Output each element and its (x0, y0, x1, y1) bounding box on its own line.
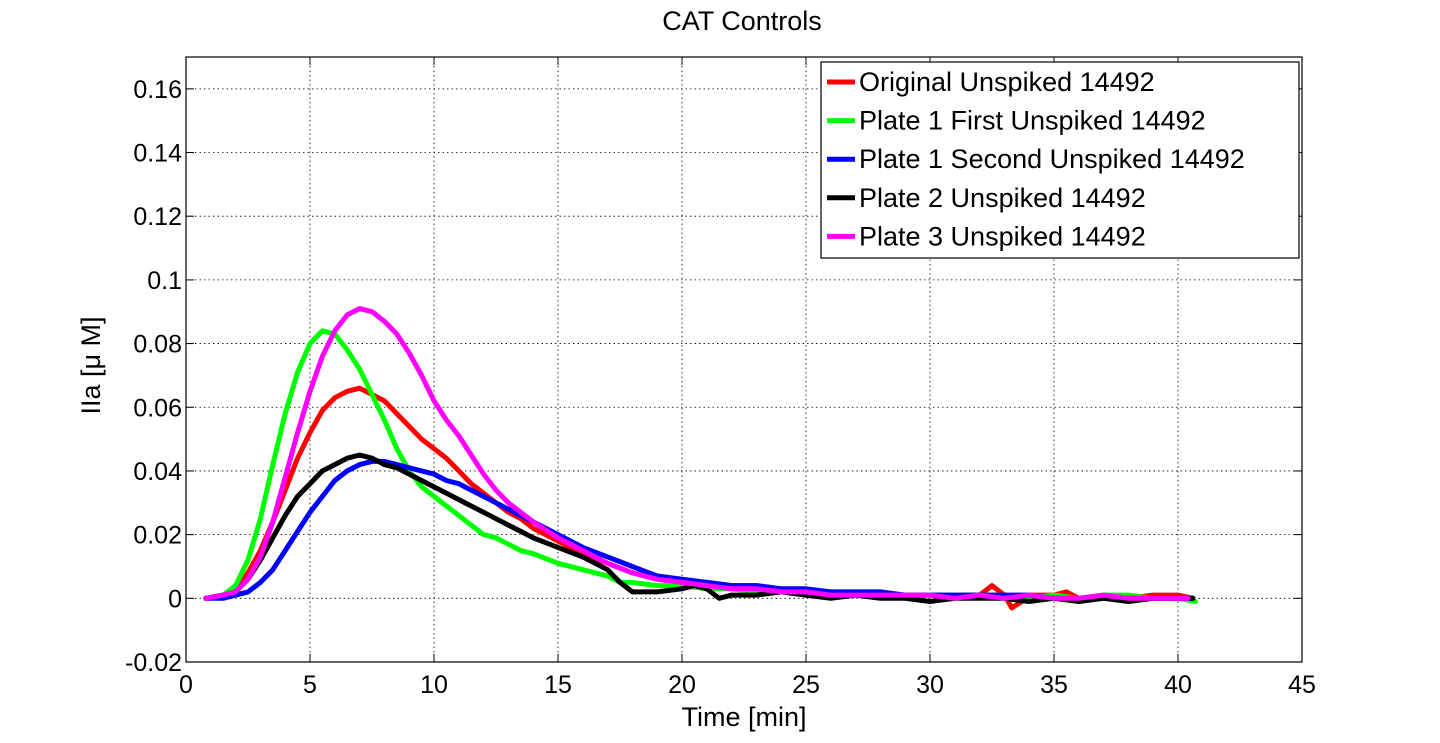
x-tick-label: 10 (420, 671, 448, 699)
legend-label-2: Plate 1 First Unspiked 14492 (859, 106, 1206, 136)
x-tick-label: 35 (1040, 671, 1068, 699)
plot-area-frame (185, 56, 1303, 663)
x-tick-label: 20 (668, 671, 696, 699)
chart-title: CAT Controls (662, 6, 822, 36)
y-tick-label: 0.1 (147, 267, 182, 295)
y-tick-label: -0.02 (125, 649, 182, 677)
y-tick-label: 0.14 (133, 140, 182, 168)
x-tick-label: 45 (1288, 671, 1316, 699)
y-tick-label: 0.02 (133, 522, 182, 550)
series-lines (203, 306, 1198, 611)
x-tick-label: 0 (179, 671, 193, 699)
legend: Original Unspiked 14492 Plate 1 First Uns… (820, 61, 1300, 259)
y-tick-label: 0.04 (133, 458, 182, 486)
x-tick-label: 15 (544, 671, 572, 699)
y-tick-label: 0.08 (133, 331, 182, 359)
y-axis-label: IIa [μ M] (76, 316, 106, 414)
x-tick-label: 40 (1164, 671, 1192, 699)
y-tick-label: 0.06 (133, 394, 182, 422)
x-axis-label: Time [min] (681, 702, 806, 732)
legend-box (820, 61, 1300, 259)
grid (186, 57, 1302, 662)
legend-label-1: Original Unspiked 14492 (859, 67, 1155, 97)
legend-label-5: Plate 3 Unspiked 14492 (859, 221, 1146, 251)
series-line-5 (203, 306, 1191, 601)
y-tick-label: 0.12 (133, 203, 182, 231)
x-tick-label: 5 (303, 671, 317, 699)
x-tick-label: 25 (792, 671, 820, 699)
y-tick-label: 0.16 (133, 76, 182, 104)
y-tick-label: 0 (168, 585, 182, 613)
legend-label-3: Plate 1 Second Unspiked 14492 (859, 144, 1245, 174)
axis-ticks: 0 5 10 15 20 25 30 35 40 45-0.0200.020.040.060.08… (125, 57, 1316, 699)
x-tick-label: 30 (916, 671, 944, 699)
legend-label-4: Plate 2 Unspiked 14492 (859, 183, 1146, 213)
